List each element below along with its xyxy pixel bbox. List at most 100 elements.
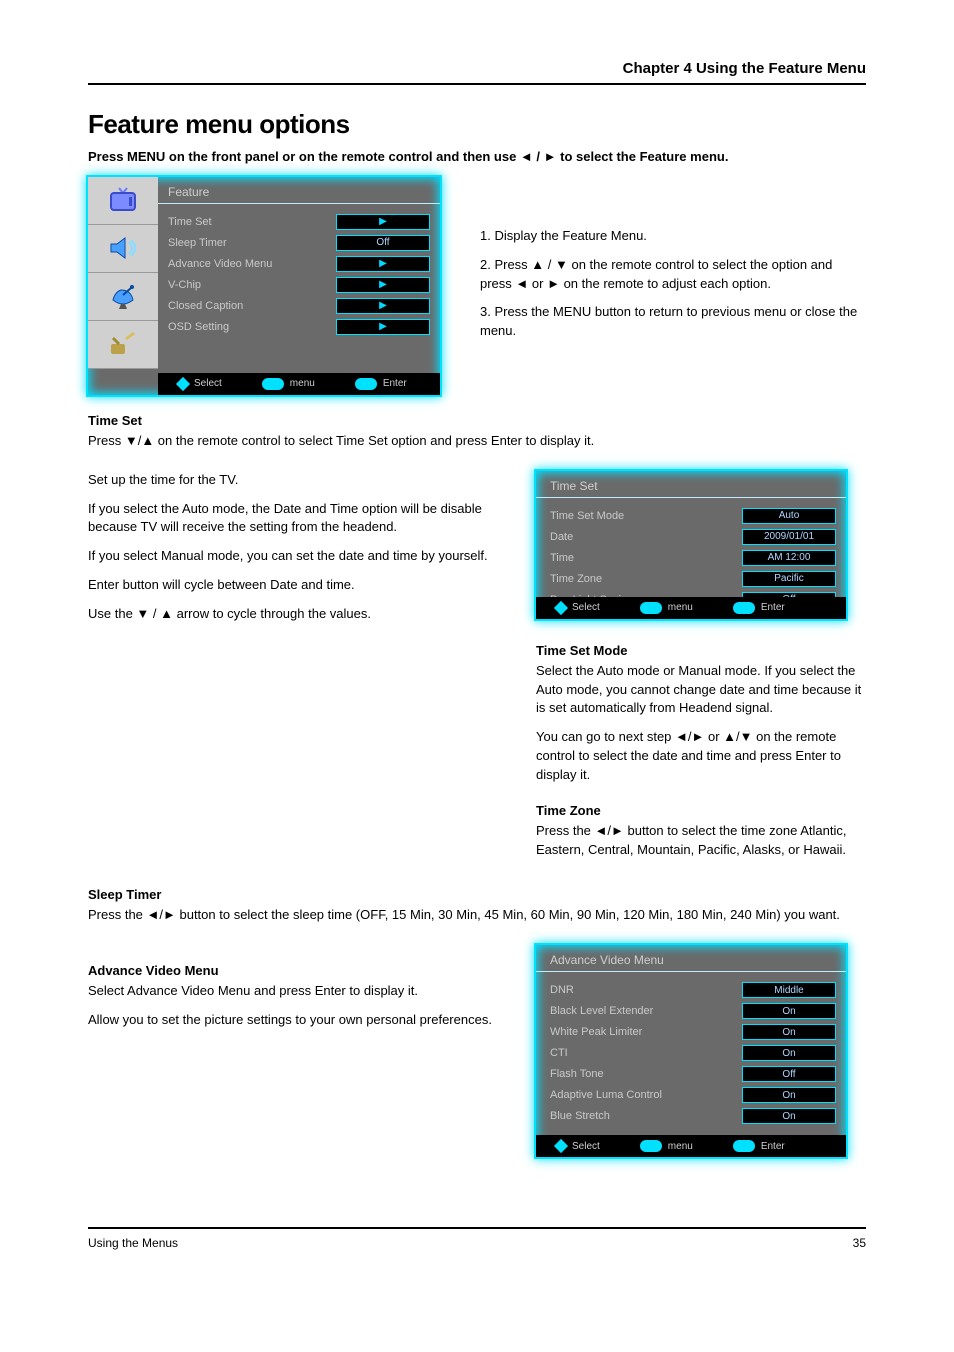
time-set-mode-label: Time Set Mode	[536, 643, 866, 658]
osd-item-label: Advance Video Menu	[168, 258, 272, 270]
osd-item-value: Off	[742, 1066, 836, 1082]
osd-control-label: Select	[572, 1141, 600, 1152]
osd-feature-menu: Feature Time SetSleep TimerOffAdvance Vi…	[88, 177, 440, 395]
osd-item-label: Black Level Extender	[550, 1005, 653, 1017]
osd-item-value	[336, 256, 430, 272]
header-rule	[88, 83, 866, 85]
button-pill-icon	[262, 378, 284, 390]
advance-left: Advance Video Menu Select Advance Video …	[88, 945, 496, 1040]
osd-item-value: Auto	[742, 508, 836, 524]
osd-item: Flash Tone Off	[550, 1064, 836, 1084]
av-p1: Select Advance Video Menu and press Ente…	[88, 982, 496, 1001]
time-set-right: Time Set Time Set Mode Auto Date2009/01/01…	[536, 471, 866, 870]
osd-control-label: menu	[290, 378, 315, 389]
osd-control: menu	[640, 602, 693, 614]
sleep-timer-desc: Press the ◄/► button to select the sleep…	[88, 906, 866, 925]
osd-item-value: Middle	[742, 982, 836, 998]
dish-icon	[88, 273, 158, 321]
osd2-title: Time Set	[536, 471, 846, 497]
osd3-items: DNRMiddleBlack Level ExtenderOnWhite Pea…	[536, 980, 846, 1126]
footer-rule	[88, 1227, 866, 1229]
button-pill-icon	[355, 378, 377, 390]
osd-item: Closed Caption	[168, 296, 430, 316]
osd-control: menu	[262, 378, 315, 390]
tv-icon	[88, 177, 158, 225]
osd-item-label: White Peak Limiter	[550, 1026, 642, 1038]
osd-item-value: Pacific	[742, 571, 836, 587]
right-instructions: 1. Display the Feature Menu. 2. Press ▲ …	[480, 177, 866, 351]
ts-p3: If you select Manual mode, you can set t…	[88, 547, 496, 566]
ts-p4: Enter button will cycle between Date and…	[88, 576, 496, 595]
button-pill-icon	[640, 602, 662, 614]
osd-advance-video: Advance Video Menu DNRMiddleBlack Level …	[536, 945, 846, 1157]
osd-item-label: Time Set	[168, 216, 212, 228]
osd-control: Select	[178, 378, 222, 389]
osd-sidebar	[88, 177, 158, 369]
section-intro: Press MENU on the front panel or on the …	[88, 148, 866, 167]
osd-item-value: On	[742, 1024, 836, 1040]
osd-control: Enter	[733, 602, 785, 614]
osd-item-value: On	[742, 1087, 836, 1103]
time-set-desc: Press ▼/▲ on the remote control to selec…	[88, 432, 866, 451]
osd-control: Select	[556, 1141, 600, 1152]
osd-item: Time Set	[168, 212, 430, 232]
osd-item: OSD Setting	[168, 317, 430, 337]
osd-item-value	[336, 277, 430, 293]
osd-item: V-Chip	[168, 275, 430, 295]
button-pill-icon	[640, 1140, 662, 1152]
button-pill-icon	[733, 1140, 755, 1152]
select-icon	[176, 377, 190, 391]
select-icon	[554, 1139, 568, 1153]
osd-item-label: V-Chip	[168, 279, 201, 291]
osd-item-label: Adaptive Luma Control	[550, 1089, 662, 1101]
osd-item-label: Closed Caption	[168, 300, 243, 312]
osd-item: Time Set Mode Auto	[550, 506, 836, 526]
osd-item-label: Flash Tone	[550, 1068, 604, 1080]
osd-item: TimeAM 12:00	[550, 548, 836, 568]
osd-control-label: menu	[668, 1141, 693, 1152]
chapter-header: Chapter 4 Using the Feature Menu	[88, 60, 866, 77]
time-set-left: Set up the time for the TV. If you selec…	[88, 471, 496, 634]
osd-item: CTI On	[550, 1043, 836, 1063]
tools-icon	[88, 321, 158, 369]
osd-control: Select	[556, 602, 600, 613]
instruction-1: 1. Display the Feature Menu.	[480, 227, 866, 246]
osd-item-label: Time Set Mode	[550, 510, 624, 522]
osd-control-label: Select	[572, 602, 600, 613]
instruction-2: 2. Press ▲ / ▼ on the remote control to …	[480, 256, 866, 294]
osd-item-label: Sleep Timer	[168, 237, 227, 249]
time-zone-desc: Press the ◄/► button to select the time …	[536, 822, 866, 860]
sleep-timer-label: Sleep Timer	[88, 887, 866, 902]
osd3-control-bar: Select menu Enter	[536, 1135, 846, 1157]
osd-control-label: Enter	[761, 1141, 785, 1152]
time-set-label: Time Set	[88, 413, 866, 428]
osd-item-label: CTI	[550, 1047, 568, 1059]
advance-right: Advance Video Menu DNRMiddleBlack Level …	[536, 945, 866, 1157]
osd-item: Date2009/01/01	[550, 527, 836, 547]
osd-item-value	[336, 319, 430, 335]
osd-item-value	[336, 298, 430, 314]
osd-item-value: On	[742, 1003, 836, 1019]
osd-control: Enter	[733, 1140, 785, 1152]
osd-item-value: AM 12:00	[742, 550, 836, 566]
osd-item-label: Date	[550, 531, 573, 543]
osd-control: menu	[640, 1140, 693, 1152]
osd-control-label: Select	[194, 378, 222, 389]
osd-item: Adaptive Luma Control On	[550, 1085, 836, 1105]
time-set-mode-desc: Select the Auto mode or Manual mode. If …	[536, 662, 866, 719]
osd-control-label: Enter	[761, 602, 785, 613]
osd-item: Black Level Extender On	[550, 1001, 836, 1021]
osd3-title: Advance Video Menu	[536, 945, 846, 971]
osd-item: White Peak Limiter On	[550, 1022, 836, 1042]
footer: Using the Menus 35	[88, 1236, 866, 1250]
osd-item-label: Time Zone	[550, 573, 602, 585]
osd-item-value: Off	[336, 235, 430, 251]
ts-arrow: Use the ▼ / ▲ arrow to cycle through the…	[88, 605, 496, 624]
ts-p1: Set up the time for the TV.	[88, 471, 496, 490]
osd2-items: Time Set Mode Auto Date2009/01/01TimeAM 12…	[536, 506, 846, 610]
av-p2: Allow you to set the picture settings to…	[88, 1011, 496, 1030]
osd1-control-bar: SelectmenuEnter	[158, 373, 440, 395]
osd-item: Time Zone Pacific	[550, 569, 836, 589]
time-set-mode-goto: You can go to next step ◄/► or ▲/▼ on th…	[536, 728, 866, 785]
osd-item-value: On	[742, 1045, 836, 1061]
